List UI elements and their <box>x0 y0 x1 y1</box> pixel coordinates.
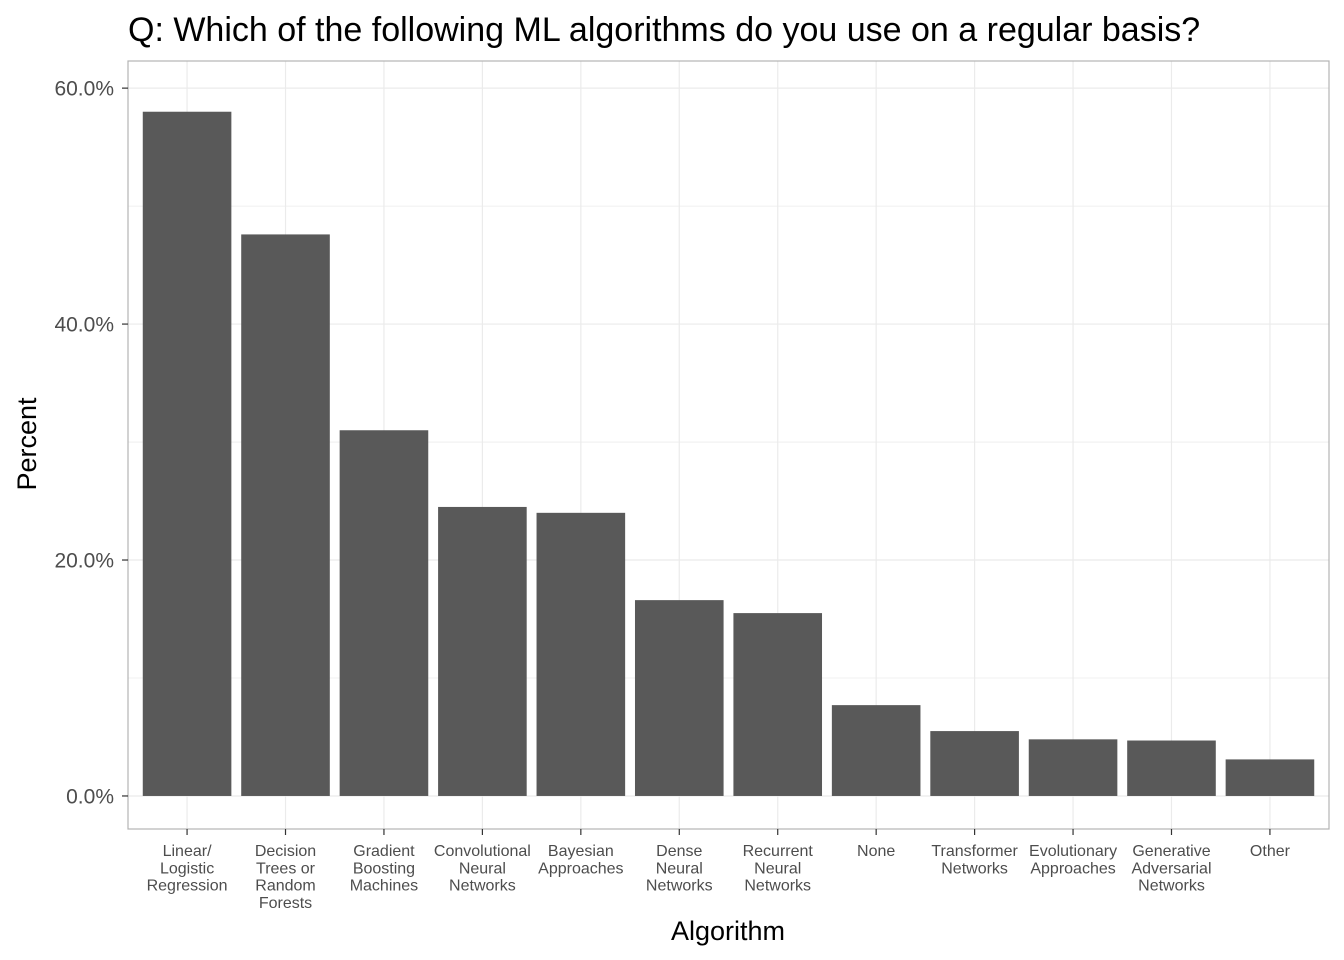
x-tick-label: Transformer Networks <box>931 843 1018 877</box>
bar <box>1028 739 1118 796</box>
y-tick-label: 60.0% <box>54 78 114 101</box>
x-tick-label: Other <box>1250 843 1291 860</box>
bars <box>142 111 1315 796</box>
x-tick-label: Convolutional Neural Networks <box>434 843 531 895</box>
x-tick-label: Recurrent Neural Networks <box>743 843 814 895</box>
x-tick-label: Evolutionary Approaches <box>1029 843 1117 877</box>
panel-border <box>127 60 1330 830</box>
bar <box>438 506 527 796</box>
x-tick-label: Bayesian Approaches <box>538 843 623 877</box>
x-tick-label: None <box>857 843 895 860</box>
x-tick-label: Generative Adversarial Networks <box>1131 843 1211 895</box>
chart-title: Q: Which of the following ML algorithms … <box>128 11 1200 49</box>
y-tick-label: 40.0% <box>54 314 114 337</box>
x-tick-label: Decision Trees or Random Forests <box>255 843 316 912</box>
bar <box>634 600 724 796</box>
bar <box>536 512 626 796</box>
x-tick-label: Gradient Boosting Machines <box>350 843 418 895</box>
x-tick-label: Dense Neural Networks <box>646 843 713 895</box>
bar <box>1225 759 1315 796</box>
x-axis-title: Algorithm <box>671 916 785 946</box>
bar <box>1127 740 1216 796</box>
y-tick-label: 20.0% <box>54 550 114 573</box>
x-axis-ticks: Linear/Logistic Regression Decision Trees o… <box>147 829 1291 912</box>
bar <box>241 234 330 796</box>
x-tick-label: Linear/Logistic Regression <box>147 843 228 895</box>
y-axis-ticks: 0.0% 20.0% 40.0% 60.0% <box>54 78 128 808</box>
y-tick-label: 0.0% <box>66 785 114 808</box>
bar <box>831 705 921 796</box>
bar <box>142 111 232 796</box>
bar <box>339 430 429 796</box>
y-axis-title: Percent <box>12 397 42 491</box>
bar <box>733 613 823 796</box>
bar <box>930 731 1019 796</box>
